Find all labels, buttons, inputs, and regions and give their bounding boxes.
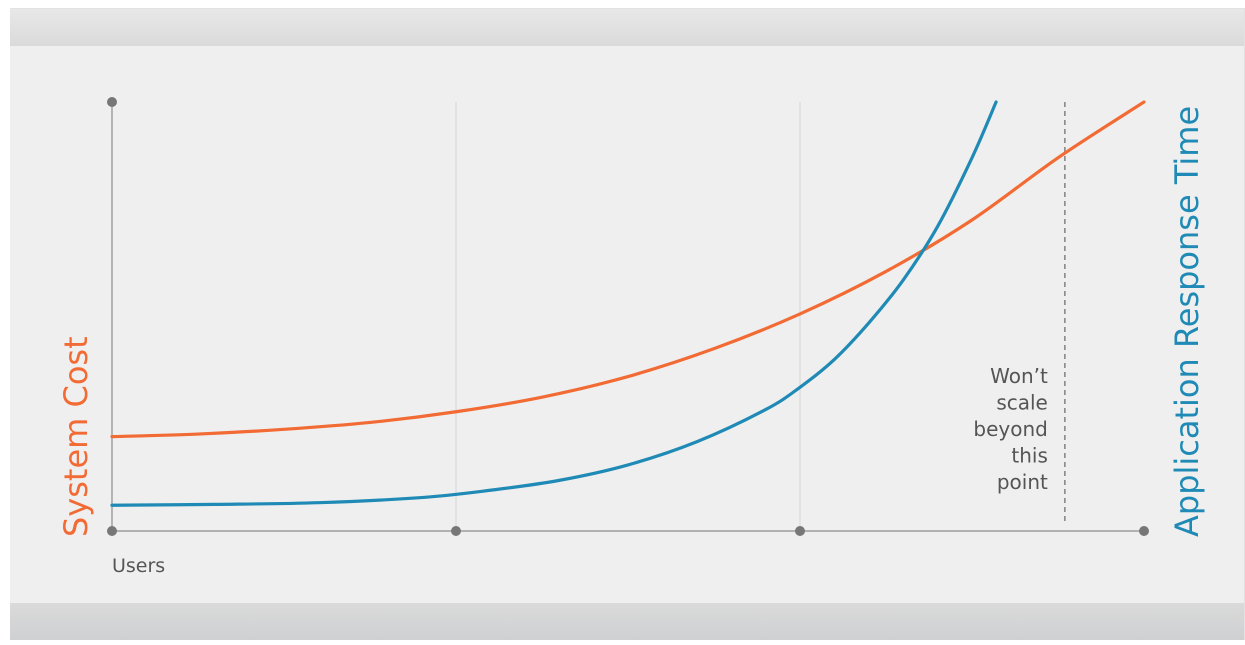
x-tick-dot-2 (795, 526, 805, 536)
series-layer (110, 100, 1146, 507)
x-axis-label: Users (112, 555, 165, 577)
y-axis-top-dot (107, 97, 117, 107)
annotation-line-5: point (997, 470, 1048, 494)
grid-layer (455, 102, 801, 531)
annotation-line-1: Won’t (990, 364, 1048, 388)
y-axis-right-label: Application Response Time (1168, 106, 1206, 537)
series-response-time (110, 100, 998, 507)
annotation-line-2: scale (996, 391, 1048, 415)
annotation-line-3: beyond (973, 417, 1047, 441)
series-system-cost (110, 100, 1146, 439)
annotation-line-4: this (1011, 444, 1048, 468)
x-tick-dots (107, 526, 1149, 536)
y-axis-left-label: System Cost (57, 336, 95, 537)
x-tick-dot-3 (1139, 526, 1149, 536)
bottom-band (10, 603, 1244, 640)
chart-frame (10, 8, 1245, 640)
x-tick-dot-1 (451, 526, 461, 536)
axis-layer (107, 97, 1144, 532)
x-tick-dot-0 (107, 526, 117, 536)
top-band (10, 9, 1244, 46)
